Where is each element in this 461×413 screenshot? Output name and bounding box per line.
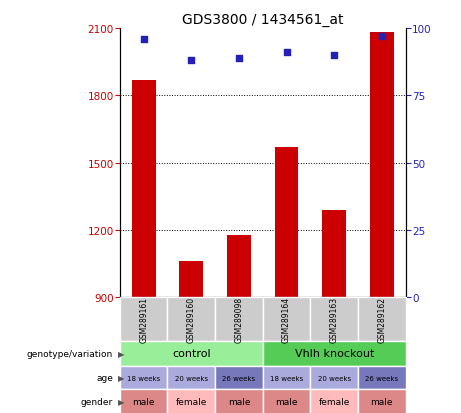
Point [283, 50, 290, 56]
Text: female: female [176, 397, 207, 406]
Point [331, 52, 338, 59]
Point [188, 58, 195, 64]
Text: male: male [371, 397, 393, 406]
Text: ▶: ▶ [118, 373, 124, 382]
Bar [227, 236, 251, 297]
Text: genotype/variation: genotype/variation [27, 349, 113, 358]
Bar [132, 81, 155, 297]
Text: age: age [96, 373, 113, 382]
Text: 26 weeks: 26 weeks [365, 375, 398, 381]
Text: GSM289161: GSM289161 [139, 296, 148, 342]
Bar [179, 261, 203, 297]
Point [140, 36, 148, 43]
Text: ▶: ▶ [118, 349, 124, 358]
Text: female: female [319, 397, 350, 406]
Text: 20 weeks: 20 weeks [318, 375, 351, 381]
Text: gender: gender [81, 397, 113, 406]
Text: male: male [275, 397, 298, 406]
Text: 26 weeks: 26 weeks [222, 375, 255, 381]
Point [235, 55, 242, 62]
Text: GSM289098: GSM289098 [235, 296, 243, 342]
Text: Vhlh knockout: Vhlh knockout [295, 349, 374, 358]
Text: male: male [132, 397, 155, 406]
Text: male: male [228, 397, 250, 406]
Text: ▶: ▶ [118, 397, 124, 406]
Text: control: control [172, 349, 211, 358]
Bar [275, 147, 298, 297]
Text: 18 weeks: 18 weeks [270, 375, 303, 381]
Text: GSM289162: GSM289162 [378, 296, 386, 342]
Bar [322, 210, 346, 297]
Point [378, 33, 385, 40]
Text: 18 weeks: 18 weeks [127, 375, 160, 381]
Text: GSM289163: GSM289163 [330, 296, 339, 342]
Text: GSM289160: GSM289160 [187, 296, 196, 342]
Text: GSM289164: GSM289164 [282, 296, 291, 342]
Text: 20 weeks: 20 weeks [175, 375, 208, 381]
Title: GDS3800 / 1434561_at: GDS3800 / 1434561_at [182, 12, 343, 26]
Bar [370, 33, 394, 297]
